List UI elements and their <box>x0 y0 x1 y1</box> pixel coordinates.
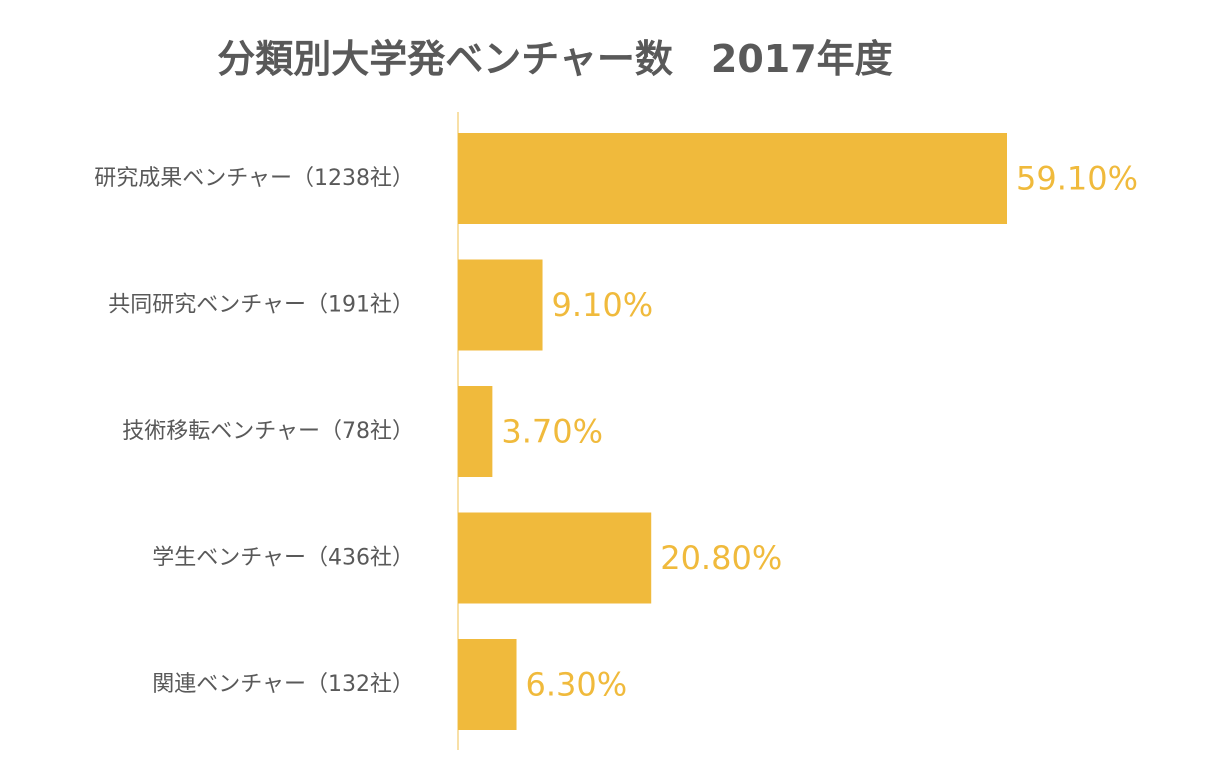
category-label: 関連ベンチャー（132社） <box>152 672 414 697</box>
data-label: 3.70% <box>501 413 603 451</box>
data-label: 6.30% <box>526 666 628 704</box>
data-label: 9.10% <box>552 286 654 324</box>
category-label: 共同研究ベンチャー（191社） <box>108 293 414 318</box>
category-label: 研究成果ベンチャー（1238社） <box>94 166 414 191</box>
data-label: 59.10% <box>1016 160 1138 198</box>
bar <box>458 259 543 351</box>
bar <box>458 639 517 730</box>
bar <box>458 512 652 604</box>
category-label: 技術移転ベンチャー（78社） <box>122 419 414 444</box>
category-label: 学生ベンチャー（436社） <box>152 546 414 571</box>
chart-title: 分類別大学発ベンチャー数 2017年度 <box>217 37 893 81</box>
data-label: 20.80% <box>660 539 782 577</box>
bar <box>458 386 493 477</box>
bar <box>458 133 1007 224</box>
